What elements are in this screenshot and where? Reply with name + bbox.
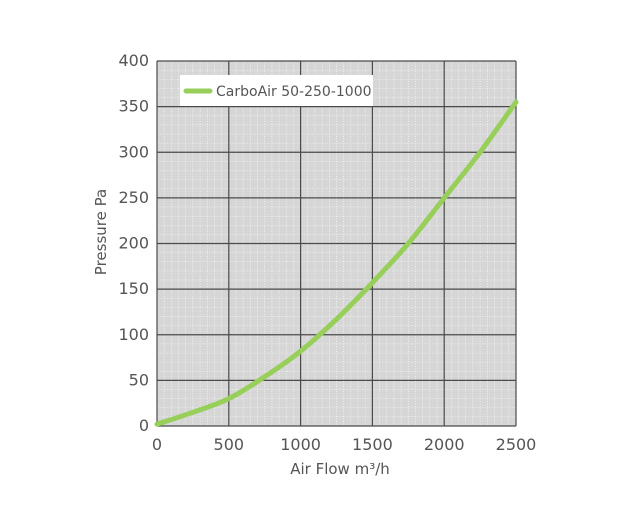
x-tick-label: 2500 [496, 435, 537, 454]
y-tick-label: 150 [118, 279, 149, 298]
y-tick-label: 50 [129, 370, 149, 389]
y-tick-labels: 0 50 100 150 200 250 300 350 400 [118, 51, 149, 435]
series-layer [154, 99, 519, 427]
series-line [154, 99, 519, 427]
y-axis-label: Pressure Pa [92, 189, 110, 275]
legend-label: CarboAir 50-250-1000 [216, 84, 372, 100]
y-tick-label: 350 [118, 97, 149, 116]
x-tick-labels: 0 500 1000 1500 2000 2500 [152, 435, 536, 454]
legend: CarboAir 50-250-1000 [180, 75, 373, 106]
major-grid [156, 60, 517, 427]
x-tick-label: 0 [152, 435, 162, 454]
x-tick-label: 1500 [352, 435, 393, 454]
y-tick-label: 0 [139, 416, 149, 435]
x-tick-label: 500 [214, 435, 245, 454]
y-tick-label: 200 [118, 234, 149, 253]
x-tick-label: 1000 [280, 435, 321, 454]
x-tick-label: 2000 [424, 435, 465, 454]
y-tick-label: 100 [118, 325, 149, 344]
y-tick-label: 250 [118, 188, 149, 207]
x-axis-label: Air Flow m³/h [290, 460, 390, 478]
y-tick-label: 300 [118, 142, 149, 161]
y-tick-label: 400 [118, 51, 149, 70]
